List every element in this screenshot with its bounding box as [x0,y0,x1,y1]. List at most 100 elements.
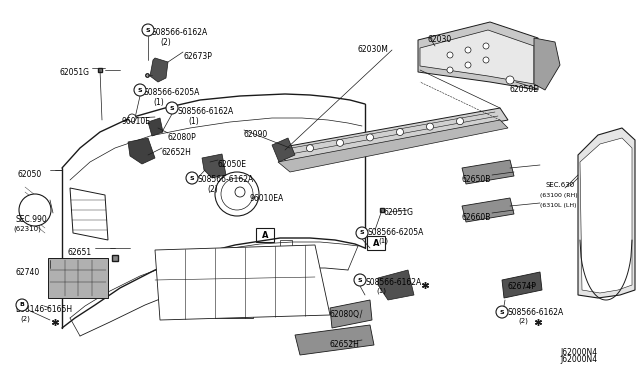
Text: SEC.990: SEC.990 [15,215,47,224]
Text: S08566-6205A: S08566-6205A [368,228,424,237]
Text: A: A [262,231,268,240]
Text: 96010EA: 96010EA [250,194,284,203]
Polygon shape [70,188,108,240]
Text: 62030M: 62030M [358,45,389,54]
Text: (2): (2) [207,185,218,194]
Bar [256,228,274,242]
Circle shape [426,123,433,130]
Circle shape [337,140,344,146]
Circle shape [483,43,489,49]
Polygon shape [155,245,330,320]
Circle shape [483,57,489,63]
Text: 62673P: 62673P [183,52,212,61]
Polygon shape [202,154,226,178]
Circle shape [215,172,259,216]
Polygon shape [418,22,538,90]
Text: S08566-6162A: S08566-6162A [508,308,564,317]
Polygon shape [462,160,514,184]
Text: (1): (1) [188,117,199,126]
Text: S08566-6162A: S08566-6162A [152,28,208,37]
Polygon shape [278,108,508,162]
Text: 62051G: 62051G [384,208,414,217]
Bar [215,298,253,318]
Text: 62674P: 62674P [508,282,537,291]
Circle shape [465,47,471,53]
Text: 62050E: 62050E [510,85,539,94]
Text: (63100 (RH): (63100 (RH) [540,193,578,198]
Circle shape [465,62,471,68]
Text: 62050: 62050 [18,170,42,179]
Polygon shape [420,30,534,84]
Circle shape [307,145,314,152]
Text: (1): (1) [153,98,164,107]
Text: S: S [189,176,195,180]
Bar [367,236,385,250]
Text: 62051G: 62051G [60,68,90,77]
Text: (2): (2) [160,38,171,47]
Polygon shape [378,270,414,300]
Circle shape [456,118,463,125]
Polygon shape [272,138,295,162]
Text: (62310): (62310) [13,225,41,231]
Circle shape [506,76,514,84]
Text: 62740: 62740 [15,268,39,277]
Circle shape [447,52,453,58]
Text: S08566-6205A: S08566-6205A [143,88,200,97]
Circle shape [221,178,253,210]
Bar [280,240,292,250]
Text: S: S [170,106,174,110]
Text: S: S [138,87,142,93]
Text: 62050E: 62050E [218,160,247,169]
Circle shape [166,102,178,114]
Text: 62080P: 62080P [168,133,196,142]
Text: S: S [358,278,362,282]
Circle shape [447,67,453,73]
Text: (2): (2) [518,318,528,324]
Text: B08146-6165H: B08146-6165H [15,305,72,314]
Text: J62000N4: J62000N4 [560,348,597,357]
Circle shape [19,194,51,226]
Polygon shape [462,198,514,222]
Circle shape [367,134,374,141]
Text: 62030: 62030 [428,35,452,44]
Text: (6310L (LH): (6310L (LH) [540,203,577,208]
Circle shape [235,187,245,197]
Text: (1): (1) [378,238,388,244]
Text: J62000N4: J62000N4 [560,355,597,364]
Polygon shape [534,38,560,90]
Text: S08566-6162A: S08566-6162A [178,107,234,116]
Text: 62652H: 62652H [162,148,192,157]
Circle shape [128,114,136,122]
Polygon shape [48,258,108,298]
Text: 62090: 62090 [244,130,268,139]
Text: 62652H: 62652H [330,340,360,349]
Polygon shape [580,138,632,293]
Text: (1): (1) [376,288,386,295]
Text: A: A [372,238,380,247]
Text: 62650B: 62650B [462,175,492,184]
Text: (2): (2) [20,315,30,321]
Text: S: S [500,310,504,314]
Text: 62651: 62651 [68,248,92,257]
Circle shape [356,227,368,239]
Polygon shape [150,58,168,82]
Text: S08566-6162A: S08566-6162A [366,278,422,287]
Polygon shape [278,120,508,172]
Circle shape [397,128,403,135]
Circle shape [142,24,154,36]
Circle shape [186,172,198,184]
Text: SEC.630: SEC.630 [545,182,574,188]
Text: S: S [360,231,364,235]
Circle shape [16,299,28,311]
Circle shape [496,306,508,318]
Text: 62080Q: 62080Q [330,310,360,319]
Polygon shape [330,300,372,328]
Polygon shape [578,128,635,298]
Text: 62660B: 62660B [462,213,492,222]
Text: S: S [146,28,150,32]
Text: B: B [20,302,24,308]
Polygon shape [128,138,155,164]
Text: 96010E: 96010E [121,117,150,126]
Polygon shape [148,118,163,136]
Circle shape [134,84,146,96]
